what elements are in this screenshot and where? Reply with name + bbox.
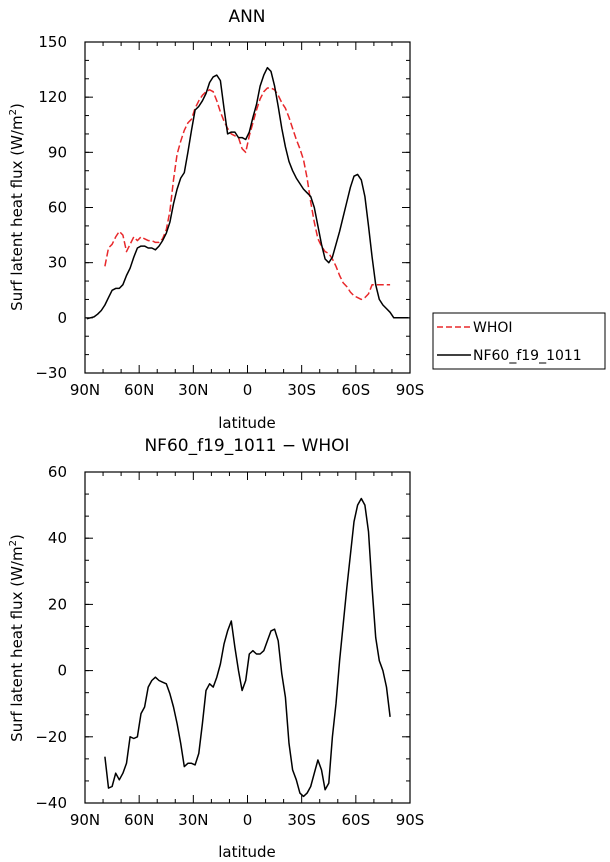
x-tick-label: 30S [287,381,316,399]
y-tick-label: −30 [35,364,67,382]
chart-ann: ANN 90N 60N 30N 0 30S 60S 90S−300306090120150 … [8,7,606,432]
y-tick-label: 60 [48,199,67,217]
x-tick-label: 90N [70,811,100,829]
y-tick-label: 120 [38,88,67,106]
y-tick-label: 0 [57,662,67,680]
legend-label-nf60: NF60_f19_1011 [473,348,582,364]
y-tick-label: −20 [35,728,67,746]
y-tick-label: 0 [57,309,67,327]
legend-box [432,312,606,370]
y-tick-label: 20 [48,595,67,613]
x-tick-label: 30N [178,381,208,399]
chart-ann-y-label: Surf latent heat flux (W/m2) [8,103,26,311]
x-tick-label: 90N [70,381,100,399]
x-tick-label: 30S [287,811,316,829]
chart-ann-plot-area: 90N 60N 30N 0 30S 60S 90S −30 0 30 60 90 120 150 [35,33,424,399]
y-tick-label: 150 [38,33,67,51]
y-tick-label: 60 [48,463,67,481]
x-tick-label: 60S [342,381,371,399]
chart-ann-legend: WHOI NF60_f19_1011 [432,312,606,370]
legend-label-whoi: WHOI [473,320,513,336]
y-tick-label: 40 [48,529,67,547]
chart-diff: NF60_f19_1011 − WHOI 90N 60N 30N 0 30S 60S 90S… [8,436,424,861]
x-tick-label: 0 [243,811,253,829]
plot-frame [84,471,411,804]
x-tick-label: 60S [342,811,371,829]
x-tick-label: 60N [124,811,154,829]
chart-ann-title: ANN [228,7,265,27]
x-tick-label: 0 [243,381,253,399]
series-line-difference [104,497,391,798]
x-tick-label: 90S [396,811,425,829]
y-tick-label: −40 [35,794,67,812]
chart-diff-x-label: latitude [218,843,276,861]
x-tick-label: 90S [396,381,425,399]
series-line-whoi [104,87,391,301]
y-tick-label: 90 [48,143,67,161]
x-tick-label: 30N [178,811,208,829]
chart-diff-y-label: Surf latent heat flux (W/m2) [8,534,26,742]
x-tick-label: 60N [124,381,154,399]
plot-frame [84,41,411,374]
chart-ann-x-label: latitude [218,414,276,432]
series-line-nf60-f19-1011 [86,66,409,320]
y-tick-label: 30 [48,254,67,272]
chart-diff-plot-area: 90N 60N 30N 0 30S 60S 90S −40 −20 0 20 40 60 [35,463,424,829]
chart-diff-title: NF60_f19_1011 − WHOI [144,436,349,456]
